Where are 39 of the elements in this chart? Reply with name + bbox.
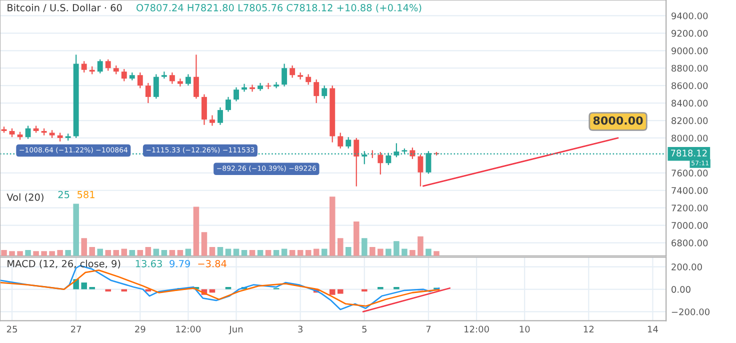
y-tick-label: 9000.00	[672, 47, 708, 54]
x-tick-label: 12:00	[464, 326, 489, 333]
x-tick-label: 12	[584, 326, 594, 332]
y-tick-label: 8400.00	[672, 100, 708, 107]
chart-subtitle: O7807.24 H7821.80 L7805.76 C7818.12 +10.88 (+0.14%)	[136, 4, 422, 13]
chart-title: Bitcoin / U.S. Dollar · 60	[8, 4, 122, 12]
y-tick-label: 8800.00	[672, 64, 708, 72]
ref-line-label: 7818.12	[670, 150, 707, 156]
y-tick-label: 7600.00	[672, 170, 708, 176]
y-tick-label: −200.00	[672, 308, 710, 316]
y-tick-label: 8200.00	[672, 117, 708, 124]
x-tick-label: 29	[135, 326, 146, 333]
x-tick-label: Jun	[228, 326, 243, 334]
chart-title: Vol (20)	[6, 193, 44, 202]
y-tick-label: 6800.00	[672, 240, 708, 246]
chart-title: MACD (12, 26, close, 9)	[8, 260, 120, 268]
y-tick-label: 9200.00	[672, 30, 708, 37]
x-tick-label: 7	[426, 326, 431, 332]
x-tick-label: 5	[362, 326, 366, 333]
y-tick-label: 200.00	[672, 264, 702, 270]
annotation: 13.63	[136, 260, 162, 268]
annotation: 8000.00	[593, 116, 643, 125]
y-tick-label: 7200.00	[672, 204, 708, 212]
y-tick-label: 0.00	[672, 286, 690, 293]
annotation: 25	[58, 190, 70, 198]
y-tick-label: 9400.00	[672, 12, 708, 20]
annotation: −3.84	[198, 260, 226, 268]
y-tick-label: 7400.00	[672, 187, 708, 194]
annotation: 9.79	[170, 260, 190, 268]
x-tick-label: 12:00	[176, 326, 201, 333]
x-tick-label: 27	[71, 326, 82, 332]
x-tick-label: 14	[648, 326, 658, 332]
y-tick-label: 7000.00	[672, 222, 708, 229]
annotation: 581	[78, 190, 94, 198]
x-tick-label: 3	[298, 326, 302, 333]
x-tick-label: 25	[6, 326, 17, 333]
y-tick-label: 8600.00	[672, 82, 708, 90]
y-tick-label: 8000.00	[672, 134, 708, 142]
x-tick-label: 10	[520, 326, 530, 333]
